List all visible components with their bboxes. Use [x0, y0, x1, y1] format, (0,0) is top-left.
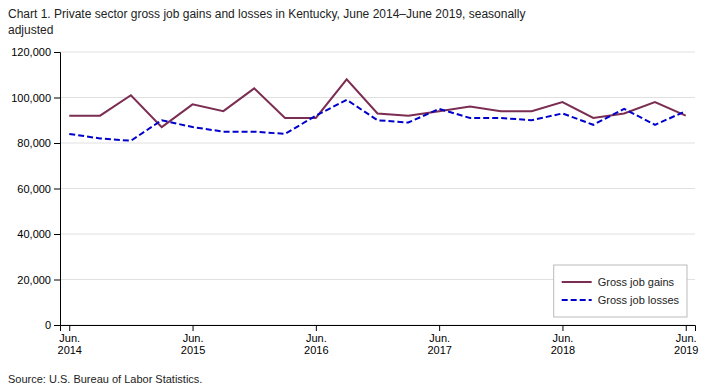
tick-mark — [54, 325, 60, 326]
text-line: Jun. — [429, 332, 450, 344]
tick: 0 — [45, 319, 60, 331]
axis-line — [61, 326, 696, 332]
tick: 100,000 — [11, 92, 60, 104]
tick-label: 20,000 — [17, 274, 51, 286]
chart: Chart 1. Private sector gross job gains … — [0, 0, 711, 389]
text-line: Jun. — [183, 332, 204, 344]
tick-mark — [54, 143, 60, 144]
tick-mark — [54, 280, 60, 281]
text-line: 2016 — [304, 344, 328, 356]
tick: 60,000 — [17, 183, 60, 195]
legend-label: Gross job gains — [598, 276, 675, 288]
text-line: 2018 — [551, 344, 575, 356]
grid-line — [60, 234, 695, 235]
tick: Jun.2018 — [551, 325, 575, 356]
text-line: Jun. — [306, 332, 327, 344]
grid-line — [60, 143, 695, 144]
grid-line — [60, 52, 695, 53]
series-line — [69, 100, 686, 141]
x-axis: Jun.2014Jun.2015Jun.2016Jun.2017Jun.2018… — [58, 325, 699, 356]
annotation: Source: U.S. Bureau of Labor Statistics. — [8, 373, 202, 385]
tick-mark — [54, 189, 60, 190]
tick-label: Jun.2014 — [58, 332, 82, 357]
tick-label: 0 — [45, 319, 51, 331]
lines — [69, 79, 686, 140]
axis-line — [54, 53, 61, 326]
legend-item: Gross job losses — [562, 294, 680, 306]
grid-line — [60, 97, 695, 98]
legend-item: Gross job gains — [562, 276, 675, 288]
tick: 40,000 — [17, 228, 60, 240]
grid-line — [60, 188, 695, 189]
legend-swatch — [562, 299, 592, 301]
tick-label: Jun.2016 — [304, 332, 328, 357]
tick-mark — [54, 234, 60, 235]
tick-mark — [54, 52, 60, 53]
text-line: 2015 — [181, 344, 205, 356]
tick: 20,000 — [17, 274, 60, 286]
tick-mark — [54, 98, 60, 99]
tick-mark — [193, 325, 194, 331]
text-line: 2014 — [58, 344, 82, 356]
tick-label: 80,000 — [17, 137, 51, 149]
plot: 0 20,000 40,000 60,000 80,000 100,000 120,000 J… — [11, 46, 698, 356]
y-axis: 0 20,000 40,000 60,000 80,000 100,000 120,000 — [11, 46, 60, 331]
text-line: Jun. — [59, 332, 80, 344]
tick-label: 60,000 — [17, 183, 51, 195]
tick-label: Jun.2018 — [551, 332, 575, 357]
tick-label: Jun.2019 — [674, 332, 698, 357]
tick: Jun.2014 — [58, 325, 82, 356]
tick-label: 40,000 — [17, 228, 51, 240]
legend: Gross job gains Gross job losses — [554, 265, 687, 317]
tick: Jun.2016 — [304, 325, 328, 356]
tick-label: Jun.2017 — [427, 332, 451, 357]
legend-swatch — [562, 281, 592, 283]
text-line: adjusted — [8, 23, 53, 37]
legend-label: Gross job losses — [598, 294, 680, 306]
text-line: 2019 — [674, 344, 698, 356]
text-line: Jun. — [676, 332, 697, 344]
tick-mark — [316, 325, 317, 331]
text-line: 2017 — [427, 344, 451, 356]
tick: Jun.2019 — [674, 325, 698, 356]
title: Chart 1. Private sector gross job gains … — [8, 7, 525, 37]
grid — [60, 52, 695, 325]
tick: Jun.2015 — [181, 325, 205, 356]
tick-mark — [439, 325, 440, 331]
tick: 120,000 — [11, 46, 60, 58]
tick-mark — [69, 325, 70, 331]
tick-label: 100,000 — [11, 92, 51, 104]
legend-box — [554, 265, 687, 317]
tick-mark — [686, 325, 687, 331]
tick: Jun.2017 — [427, 325, 451, 356]
tick: 80,000 — [17, 137, 60, 149]
tick-mark — [562, 325, 563, 331]
tick-label: Jun.2015 — [181, 332, 205, 357]
text-line: Chart 1. Private sector gross job gains … — [8, 7, 525, 21]
tick-label: 120,000 — [11, 46, 51, 58]
text-line: Jun. — [553, 332, 574, 344]
